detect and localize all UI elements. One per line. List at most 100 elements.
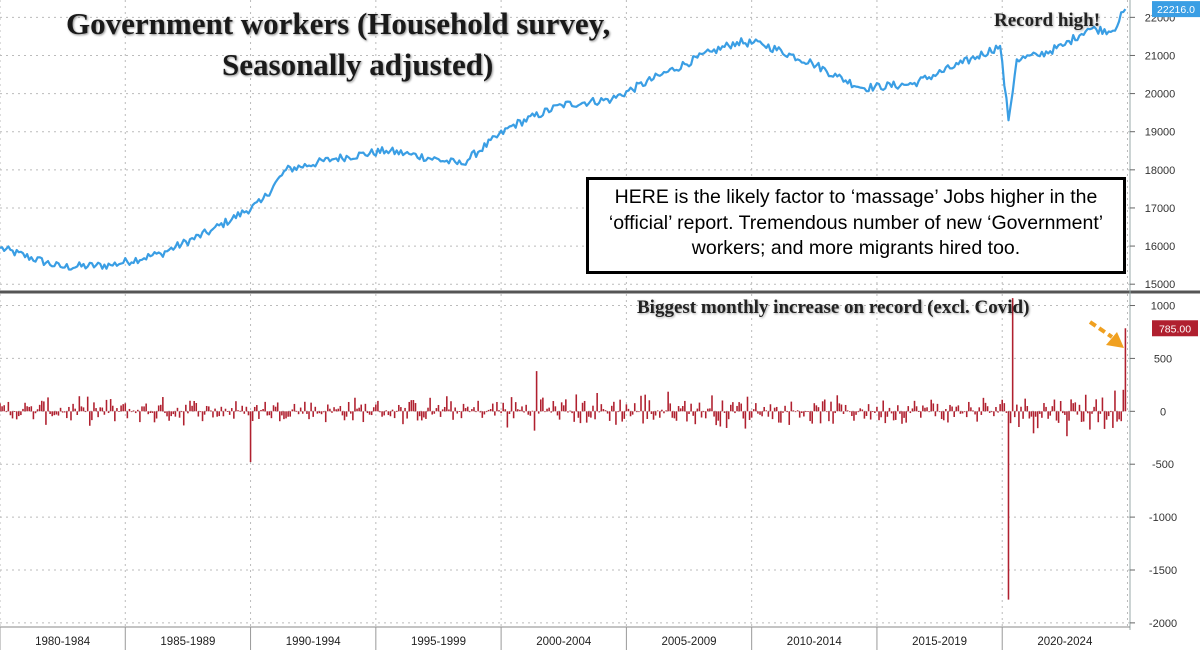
change-bar — [648, 400, 651, 412]
change-bar — [742, 411, 745, 419]
change-bar — [550, 411, 553, 413]
change-bar — [953, 411, 955, 417]
change-bar — [1020, 406, 1022, 412]
change-bar — [652, 411, 655, 420]
change-bar — [569, 410, 571, 412]
change-bar — [947, 411, 949, 423]
change-bar — [644, 394, 646, 412]
change-bar — [846, 410, 849, 412]
change-bar — [669, 403, 672, 412]
change-bar — [145, 403, 147, 412]
change-bar — [993, 411, 995, 417]
change-bar — [968, 401, 970, 412]
change-bar — [581, 402, 584, 412]
change-bar — [794, 411, 797, 413]
change-bar — [596, 393, 598, 412]
chart-title-line-2: Seasonally adjusted) — [222, 47, 494, 82]
change-bar — [638, 411, 640, 413]
change-bar — [189, 400, 191, 412]
y-tick-label: 15000 — [1145, 279, 1176, 291]
change-bar — [155, 411, 158, 419]
change-bar — [579, 411, 582, 424]
change-bar — [1003, 403, 1006, 412]
change-bar — [1072, 403, 1074, 412]
y-tick-label: -500 — [1152, 459, 1174, 471]
change-bar — [1057, 411, 1060, 423]
change-bar — [807, 411, 809, 413]
change-bar — [727, 411, 730, 420]
change-bar — [1032, 411, 1035, 434]
change-bar — [322, 411, 325, 413]
change-bar — [732, 402, 734, 412]
change-bar — [1, 406, 3, 412]
change-bar — [805, 411, 807, 413]
change-bar — [224, 408, 227, 412]
change-bar — [748, 411, 751, 420]
change-bar — [955, 406, 958, 412]
x-period-label: 2020-2024 — [1037, 636, 1093, 648]
change-bar — [1097, 411, 1100, 423]
change-bar — [1041, 411, 1043, 418]
change-bar — [304, 401, 306, 412]
change-bar — [450, 401, 452, 412]
change-bar — [134, 411, 137, 414]
change-bar — [76, 411, 79, 415]
change-bar — [272, 405, 275, 412]
change-bar — [439, 411, 442, 417]
change-bar — [736, 405, 738, 412]
change-bar — [715, 411, 717, 426]
change-bar — [226, 411, 229, 412]
change-bar — [888, 407, 891, 412]
change-bar — [642, 411, 644, 424]
change-bar — [99, 407, 102, 412]
change-bar — [418, 411, 421, 417]
change-bar — [656, 410, 659, 412]
change-bar — [427, 407, 429, 412]
change-bar — [301, 411, 304, 414]
change-bar — [832, 411, 834, 424]
change-bar — [1066, 411, 1068, 437]
change-bar — [291, 409, 294, 412]
change-bar — [329, 408, 331, 412]
change-bar — [66, 411, 68, 419]
change-bar — [529, 411, 532, 416]
change-bar — [633, 403, 636, 412]
change-bar — [936, 403, 939, 412]
change-bar — [0, 403, 1, 412]
change-bar — [151, 411, 154, 413]
change-bar — [878, 411, 880, 421]
y-tick-label: 18000 — [1145, 165, 1176, 177]
change-bar — [1039, 411, 1041, 414]
change-bar — [466, 406, 469, 412]
change-bar — [473, 407, 475, 412]
last-value-label-top: 22216.0 — [1157, 4, 1195, 16]
change-bar — [886, 411, 889, 417]
change-bar — [995, 406, 997, 412]
change-bar — [437, 404, 440, 412]
change-bar — [911, 408, 914, 412]
change-bar — [358, 407, 360, 412]
change-bar — [514, 402, 517, 412]
change-bar — [293, 403, 296, 412]
change-bar — [208, 406, 210, 412]
change-bar — [565, 399, 567, 412]
change-bar — [197, 411, 200, 417]
change-bar — [631, 411, 634, 415]
change-bar — [164, 411, 166, 414]
change-bar — [68, 406, 70, 412]
change-bar — [210, 410, 212, 412]
y-tick-label: -2000 — [1149, 618, 1177, 630]
change-bar — [228, 411, 231, 415]
change-bar — [1093, 406, 1095, 412]
change-bar — [120, 405, 122, 412]
change-bar — [314, 406, 317, 412]
arrow-annotation — [1088, 320, 1124, 348]
change-bar — [815, 405, 818, 412]
change-bar — [976, 411, 978, 422]
change-bar — [608, 411, 611, 421]
change-bar — [773, 407, 776, 412]
change-bar — [1068, 411, 1070, 421]
change-bar — [49, 411, 51, 414]
change-bar — [767, 411, 770, 417]
change-bar — [354, 397, 356, 412]
